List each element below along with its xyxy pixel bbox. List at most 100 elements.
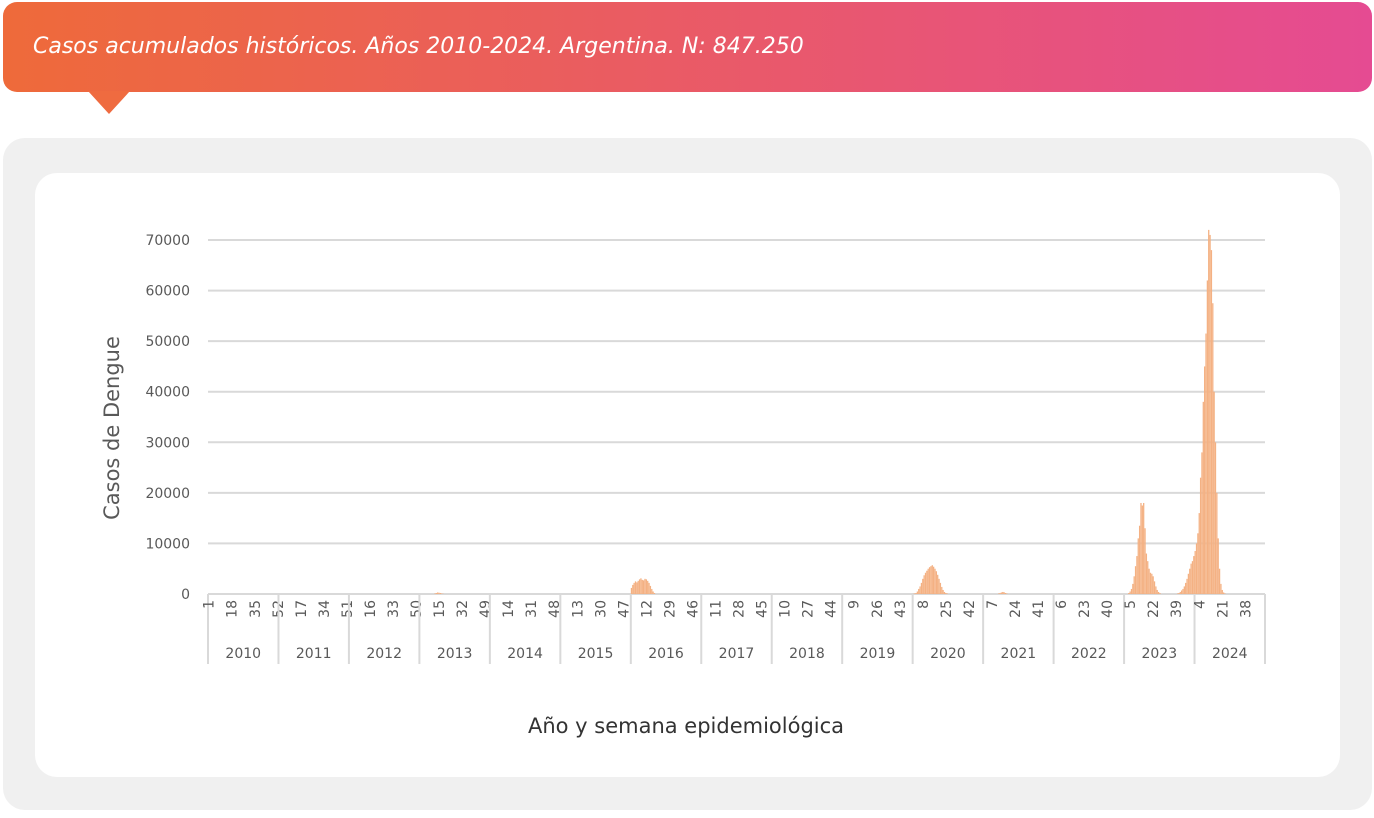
bar	[1138, 538, 1139, 594]
x-tick-label: 42	[962, 600, 978, 618]
bar	[1181, 590, 1182, 594]
y-tick-label: 10000	[145, 536, 190, 552]
x-tick-label: 24	[1008, 600, 1024, 618]
bar	[1178, 593, 1179, 594]
x-tick-label: 12	[639, 600, 655, 618]
bar	[654, 593, 655, 594]
bar	[438, 593, 439, 594]
bar	[1200, 478, 1201, 594]
year-label: 2016	[648, 646, 684, 662]
bar	[647, 581, 648, 594]
year-label: 2022	[1071, 646, 1107, 662]
bar	[441, 593, 442, 594]
x-tick-label: 46	[685, 600, 701, 618]
year-label: 2010	[225, 646, 261, 662]
bar	[636, 582, 637, 594]
x-tick-label: 45	[755, 600, 771, 618]
bar	[1129, 591, 1130, 594]
bar	[940, 583, 941, 594]
bar	[437, 592, 438, 594]
bar	[1159, 593, 1160, 594]
bar	[632, 585, 633, 594]
bar	[1205, 334, 1206, 594]
bar	[1146, 554, 1147, 594]
bar	[1005, 593, 1006, 594]
bar	[1136, 556, 1137, 594]
x-tick-label: 1	[202, 600, 218, 609]
bar	[434, 593, 435, 594]
bar	[1218, 538, 1219, 594]
bar	[1219, 569, 1220, 594]
banner-pointer	[88, 91, 130, 114]
bar	[634, 583, 635, 594]
bar	[1207, 280, 1208, 594]
chart-title: Casos acumulados históricos. Años 2010-2…	[33, 34, 804, 59]
bar	[1214, 392, 1215, 594]
bar	[933, 567, 934, 594]
x-tick-label: 30	[593, 600, 609, 618]
y-tick-label: 70000	[145, 233, 190, 249]
bar	[1132, 584, 1133, 594]
bar	[1182, 589, 1183, 594]
bar	[924, 575, 925, 594]
bar	[643, 580, 644, 594]
y-tick-label: 50000	[145, 334, 190, 350]
x-tick-label: 10	[778, 600, 794, 618]
y-tick-label: 20000	[145, 486, 190, 502]
year-label: 2021	[1001, 646, 1037, 662]
bar	[631, 588, 632, 594]
bar	[648, 583, 649, 594]
x-axis-title: Año y semana epidemiológica	[528, 714, 844, 738]
bar	[930, 566, 931, 594]
bar	[1195, 551, 1196, 594]
y-tick-label: 60000	[145, 284, 190, 300]
bar	[1147, 561, 1148, 594]
x-tick-label: 22	[1146, 600, 1162, 618]
bar	[936, 571, 937, 594]
bar	[1224, 593, 1225, 594]
bar	[1003, 592, 1004, 594]
bar	[1193, 556, 1194, 594]
x-tick-label: 49	[478, 600, 494, 618]
bar	[1153, 576, 1154, 594]
bar	[1189, 569, 1190, 594]
card	[35, 173, 1340, 777]
year-label: 2020	[930, 646, 966, 662]
bar	[1220, 584, 1221, 594]
bar	[1143, 503, 1144, 594]
x-tick-label: 15	[432, 600, 448, 618]
year-label: 2024	[1212, 646, 1248, 662]
x-tick-label: 7	[985, 600, 1001, 609]
bar	[1139, 526, 1140, 594]
x-tick-label: 17	[294, 600, 310, 618]
bar	[1203, 402, 1204, 594]
bar	[639, 579, 640, 594]
x-tick-label: 14	[501, 600, 517, 618]
bar	[1144, 528, 1145, 594]
bar	[1155, 586, 1156, 594]
bar	[638, 581, 639, 594]
bar	[440, 593, 441, 594]
x-tick-label: 38	[1238, 600, 1254, 618]
x-tick-label: 44	[824, 600, 840, 618]
bar	[929, 567, 930, 594]
x-tick-label: 23	[1077, 600, 1093, 618]
bar	[934, 569, 935, 594]
x-tick-label: 40	[1100, 600, 1116, 618]
year-label: 2017	[719, 646, 755, 662]
bar	[938, 579, 939, 594]
x-tick-label: 27	[801, 600, 817, 618]
year-label: 2019	[860, 646, 896, 662]
x-tick-label: 35	[248, 600, 264, 618]
bar	[1211, 250, 1212, 594]
bar	[1201, 452, 1202, 594]
bar	[947, 593, 948, 594]
bar	[918, 589, 919, 594]
x-tick-label: 51	[340, 600, 356, 618]
bar	[646, 579, 647, 594]
bar	[1196, 543, 1197, 594]
x-tick-label: 29	[662, 600, 678, 618]
bar	[926, 571, 927, 594]
x-tick-label: 4	[1192, 600, 1208, 609]
